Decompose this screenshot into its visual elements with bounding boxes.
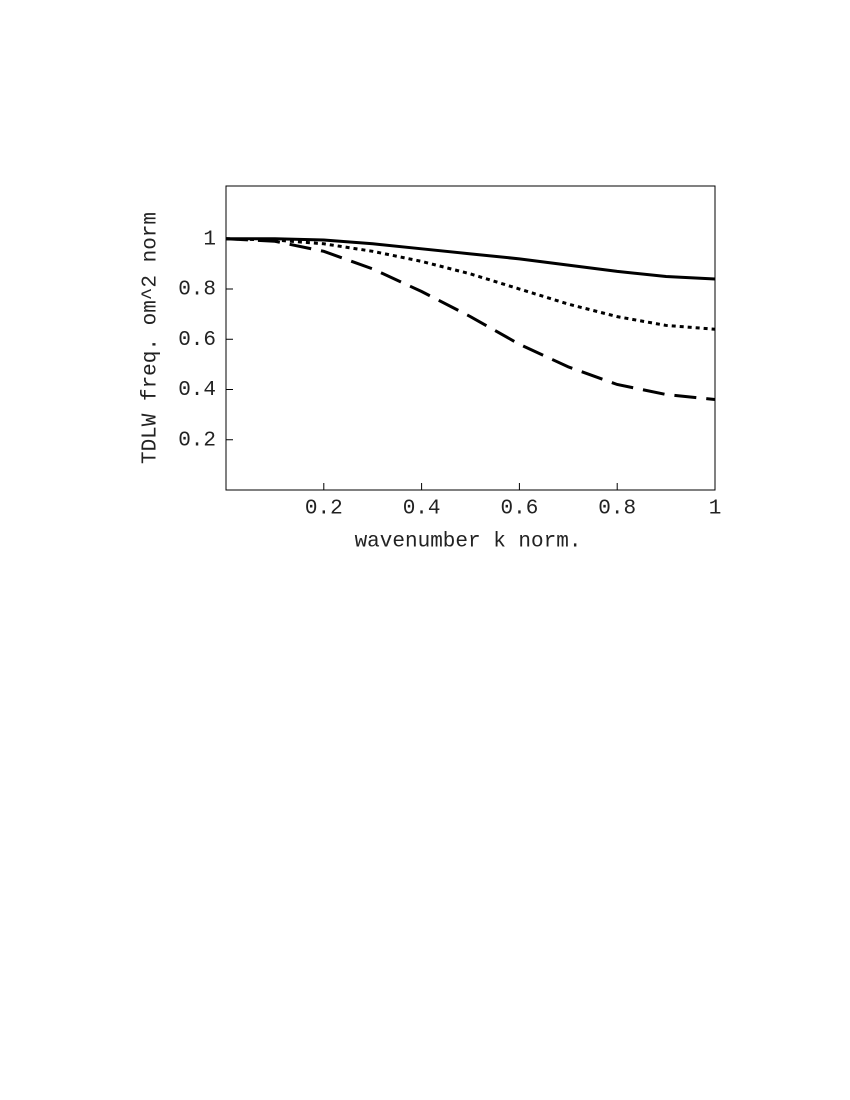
- plot-frame: [225, 185, 716, 491]
- x-tick-label: 0.8: [598, 498, 636, 521]
- y-tick-label: 0.6: [178, 329, 216, 352]
- data-line: [226, 237, 716, 281]
- x-tick-label: 0.6: [500, 498, 538, 521]
- y-axis-label: TDLW freq. om^2 norm: [140, 212, 163, 464]
- x-tick-label: 1: [709, 498, 722, 521]
- x-axis-label: wavenumber k norm.: [355, 531, 582, 554]
- data-line: [225, 237, 716, 402]
- y-tick-label: 0.4: [178, 379, 216, 402]
- y-tick-label: 0.2: [178, 429, 216, 452]
- y-tick-label: 1: [203, 228, 216, 251]
- x-tick-label: 0.2: [305, 498, 343, 521]
- x-tick-label: 0.4: [403, 498, 441, 521]
- data-line: [225, 237, 716, 331]
- y-tick-label: 0.8: [178, 279, 216, 302]
